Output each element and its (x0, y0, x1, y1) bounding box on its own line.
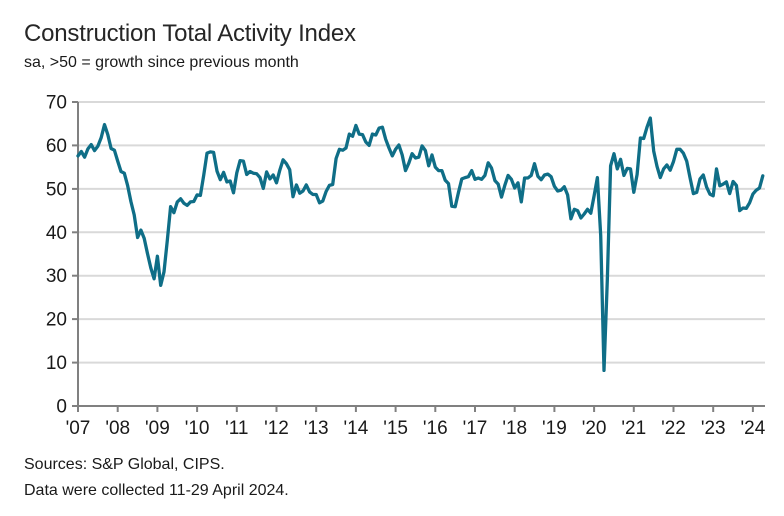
y-tick-label: 20 (46, 310, 67, 331)
activity-index-line (76, 116, 765, 373)
x-tick-label: '15 (383, 418, 408, 439)
x-tick-label: '12 (264, 418, 289, 439)
x-tick-label: '13 (304, 418, 329, 439)
x-tick-label: '14 (344, 418, 369, 439)
y-tick-label: 60 (46, 136, 67, 157)
sources-note: Sources: S&P Global, CIPS. (24, 456, 225, 473)
y-tick-label: 70 (46, 93, 67, 114)
x-tick-label: '23 (701, 418, 726, 439)
x-tick-label: '08 (105, 418, 130, 439)
x-tick-label: '21 (621, 418, 646, 439)
page-subtitle: sa, >50 = growth since previous month (24, 54, 299, 71)
y-tick-label: 50 (46, 179, 67, 200)
x-tick-label: '10 (185, 418, 210, 439)
x-tick-label: '07 (66, 418, 91, 439)
y-tick-label: 30 (46, 266, 67, 287)
x-tick-label: '20 (582, 418, 607, 439)
y-tick-label: 40 (46, 223, 67, 244)
y-tick-label: 0 (56, 397, 67, 418)
y-tick-label: 10 (46, 353, 67, 374)
x-tick-label: '11 (225, 418, 248, 439)
x-tick-label: '16 (423, 418, 448, 439)
x-tick-label: '22 (661, 418, 686, 439)
x-tick-label: '18 (502, 418, 527, 439)
x-tick-label: '17 (463, 418, 488, 439)
x-tick-label: '19 (542, 418, 567, 439)
x-tick-label: '09 (145, 418, 170, 439)
x-tick-label: '24 (741, 418, 766, 439)
page-title: Construction Total Activity Index (24, 20, 356, 47)
collection-note: Data were collected 11-29 April 2024. (24, 482, 289, 499)
